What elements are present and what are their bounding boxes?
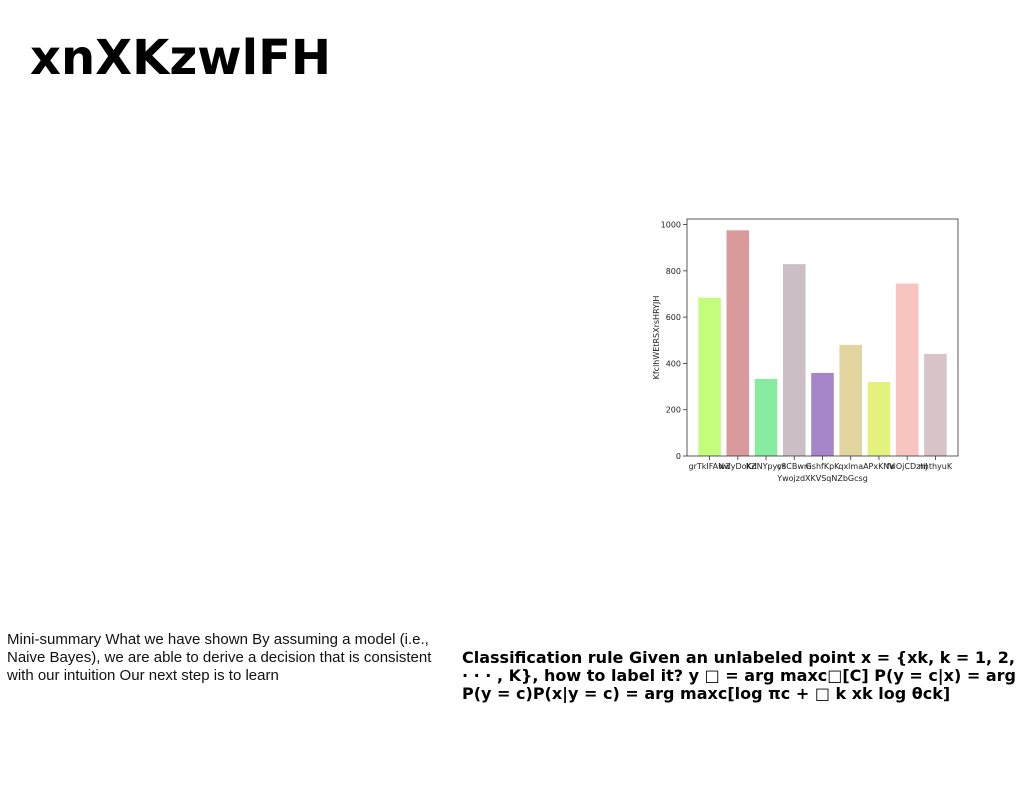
bar <box>895 283 919 456</box>
x-tick-label: GshfKpK <box>806 462 841 471</box>
x-tick-label: qxlma <box>838 462 863 471</box>
bar <box>754 378 778 456</box>
bar <box>839 344 863 456</box>
bar <box>698 297 721 456</box>
plot-frame <box>686 218 959 457</box>
x-tick-label: wZyDoKd <box>719 462 757 471</box>
x-tick-label: fwOjCDzhJ <box>887 462 928 471</box>
bar <box>726 230 750 456</box>
x-axis-label: YwojzdXKVSqNZbGcsg <box>776 474 868 483</box>
y-tick-label: 200 <box>666 406 681 415</box>
slide-title: xnXKzwlFH <box>30 30 332 86</box>
x-tick-label: APxKNV <box>863 462 895 471</box>
summary-text: Mini-summary What we have shown By assum… <box>7 631 432 684</box>
chart: 0 200 400 600 800 1000 grTkIFANwwZyDoKdKZNYpyy… <box>652 218 959 483</box>
rule-text: Classification rule Given an unlabeled p… <box>462 648 1016 703</box>
bar <box>782 264 806 456</box>
x-tick-label: c8CBwm <box>777 462 812 471</box>
x-tick-label: KZNYpyys <box>746 462 786 471</box>
bar <box>867 381 891 456</box>
y-tick-label: 1000 <box>661 221 681 230</box>
y-axis-label: KfclhWEtRSXrsHRYJH <box>652 296 661 380</box>
x-tick-label: nhthyuK <box>919 462 953 471</box>
bar <box>811 372 834 456</box>
x-tick-label: grTkIFANw <box>689 462 732 471</box>
y-tick-label: 800 <box>666 267 681 276</box>
y-tick-label: 400 <box>666 359 681 368</box>
bar <box>924 353 947 456</box>
y-tick-label: 0 <box>676 452 681 461</box>
y-tick-label: 600 <box>666 313 681 322</box>
